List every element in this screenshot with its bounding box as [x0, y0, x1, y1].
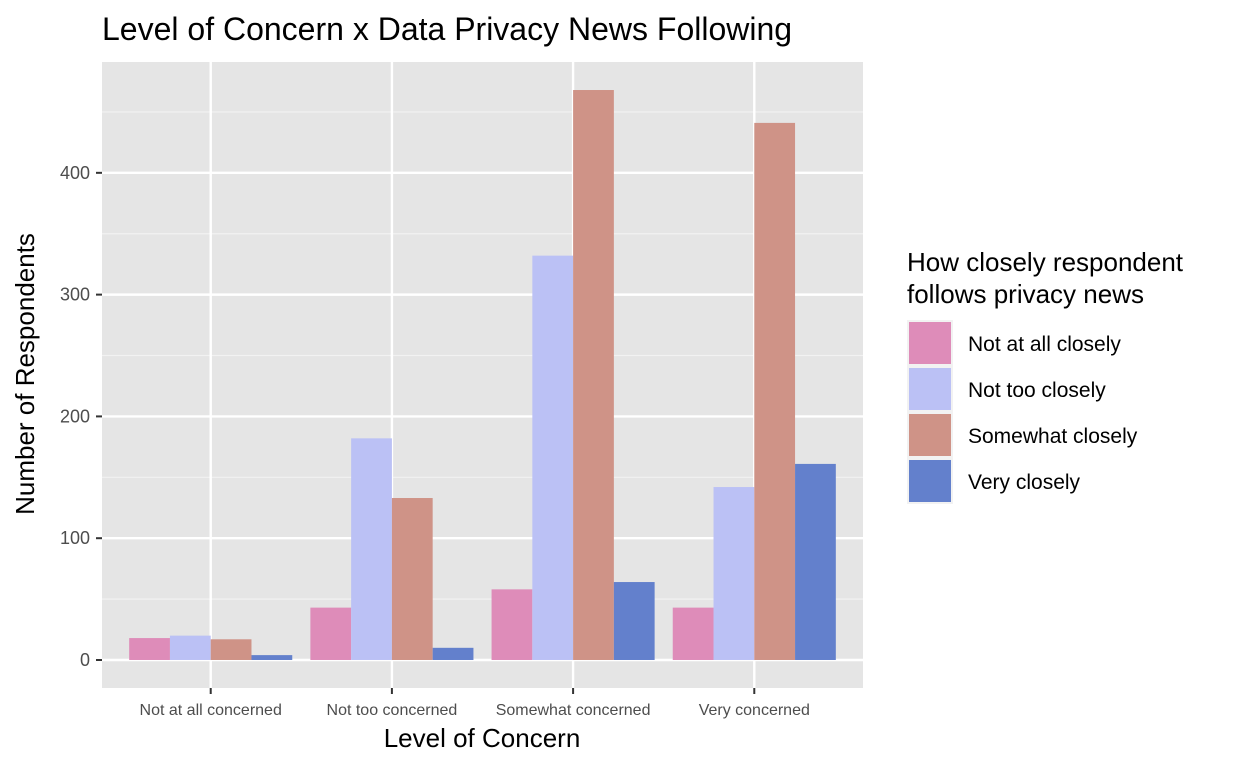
- legend-swatch: [909, 460, 951, 502]
- legend-label: Not at all closely: [968, 333, 1121, 356]
- legend-label: Very closely: [968, 471, 1081, 494]
- bar: [169, 635, 211, 660]
- bar: [573, 90, 614, 660]
- legend-title: follows privacy news: [907, 279, 1144, 309]
- legend-label: Not too closely: [968, 379, 1106, 402]
- y-axis-title: Number of Respondents: [10, 233, 40, 515]
- legend-label: Somewhat closely: [968, 425, 1138, 448]
- y-tick-label: 400: [60, 163, 90, 183]
- bar: [210, 639, 252, 660]
- y-tick-label: 0: [80, 650, 90, 670]
- bar: [491, 589, 533, 660]
- bar: [532, 255, 574, 660]
- bar: [251, 655, 293, 660]
- x-axis-title: Level of Concern: [384, 723, 581, 753]
- y-tick-label: 100: [60, 528, 90, 548]
- y-tick-label: 300: [60, 285, 90, 305]
- y-tick-label: 200: [60, 406, 90, 426]
- legend-swatch: [909, 414, 951, 456]
- bar: [432, 647, 474, 660]
- bar: [391, 498, 433, 660]
- x-tick-label: Not at all concerned: [140, 702, 282, 719]
- legend-swatch: [909, 322, 951, 364]
- y-axis: 0 100 200 300 400: [60, 163, 102, 670]
- x-axis: Not at all concerned Not too concerned Som…: [140, 688, 810, 719]
- legend-swatch: [909, 368, 951, 410]
- bar: [129, 638, 170, 660]
- x-tick-label: Somewhat concerned: [496, 702, 651, 719]
- x-tick-label: Not too concerned: [327, 702, 458, 719]
- bars: [129, 90, 836, 660]
- bar: [351, 438, 392, 660]
- legend-title: How closely respondent: [907, 247, 1184, 277]
- chart-title: Level of Concern x Data Privacy News Fol…: [102, 11, 792, 47]
- bar: [713, 487, 755, 660]
- x-tick-label: Very concerned: [699, 702, 810, 719]
- bar: [795, 463, 836, 660]
- bar: [754, 122, 796, 660]
- bar: [310, 607, 352, 660]
- bar: [613, 582, 655, 660]
- bar: [672, 607, 714, 660]
